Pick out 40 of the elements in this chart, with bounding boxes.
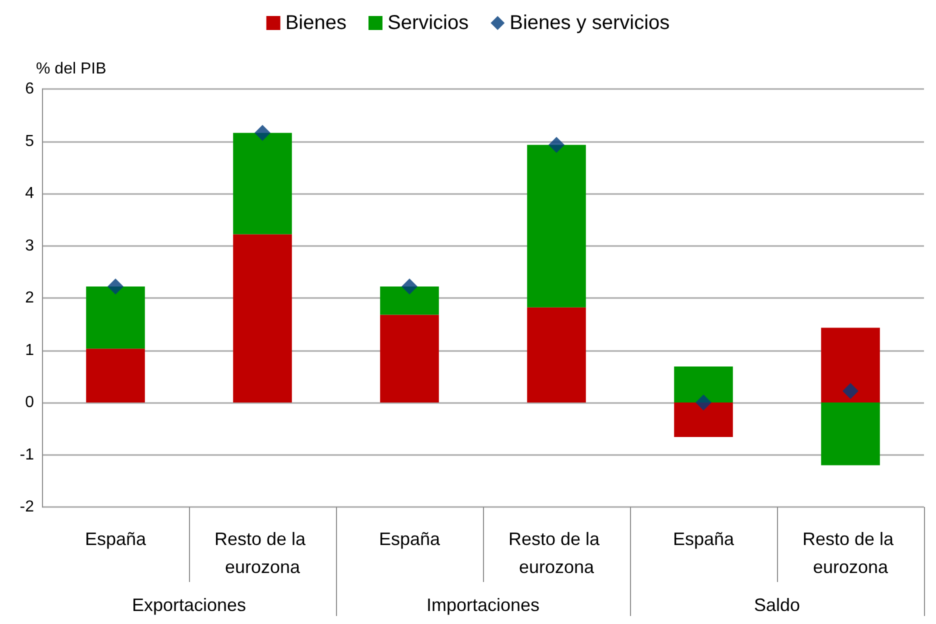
- y-tick-label: 0: [25, 394, 34, 411]
- bar: [527, 144, 586, 308]
- bar: [821, 328, 880, 402]
- text: Saldo: [754, 595, 800, 615]
- y-axis-title: % del PIB: [36, 60, 106, 78]
- bar: [380, 314, 439, 402]
- point: [108, 278, 124, 295]
- y-tick-label: -2: [20, 498, 34, 516]
- x-tick-label: Resto de la eurozona: [214, 529, 311, 577]
- bar: [86, 348, 145, 402]
- bar: [86, 286, 145, 349]
- x-tick-label: Resto de la eurozona: [802, 529, 899, 577]
- bar: [674, 366, 733, 402]
- y-tick-label: 5: [25, 132, 34, 150]
- x-tick-label: Resto de la eurozona: [508, 529, 605, 577]
- x-tick-label: España: [672, 529, 736, 549]
- bar: [527, 307, 586, 402]
- x-tick-label: España: [378, 529, 442, 549]
- bar: [821, 402, 880, 466]
- y-tick-label: 2: [25, 290, 34, 306]
- text: Importaciones: [426, 595, 540, 615]
- legend-label: Servicios: [387, 12, 469, 34]
- point: [696, 394, 712, 410]
- legend-label: Bienes y servicios: [510, 12, 670, 34]
- y-tick-label: -1: [20, 446, 34, 464]
- point: [842, 383, 858, 400]
- bar: [233, 234, 292, 402]
- bar: [674, 402, 733, 437]
- y-tick-label: 6: [25, 80, 34, 98]
- y-tick-label: 1: [25, 342, 34, 359]
- y-tick-label: 3: [25, 237, 34, 254]
- bar: [233, 132, 292, 234]
- x-tick-label: España: [84, 529, 148, 549]
- legend-label: Bienes: [285, 12, 346, 34]
- text: Exportaciones: [132, 595, 246, 615]
- y-tick-label: 4: [25, 185, 34, 202]
- point: [254, 124, 270, 141]
- point: [548, 136, 564, 153]
- point: [402, 278, 418, 295]
- bar: [380, 286, 439, 315]
